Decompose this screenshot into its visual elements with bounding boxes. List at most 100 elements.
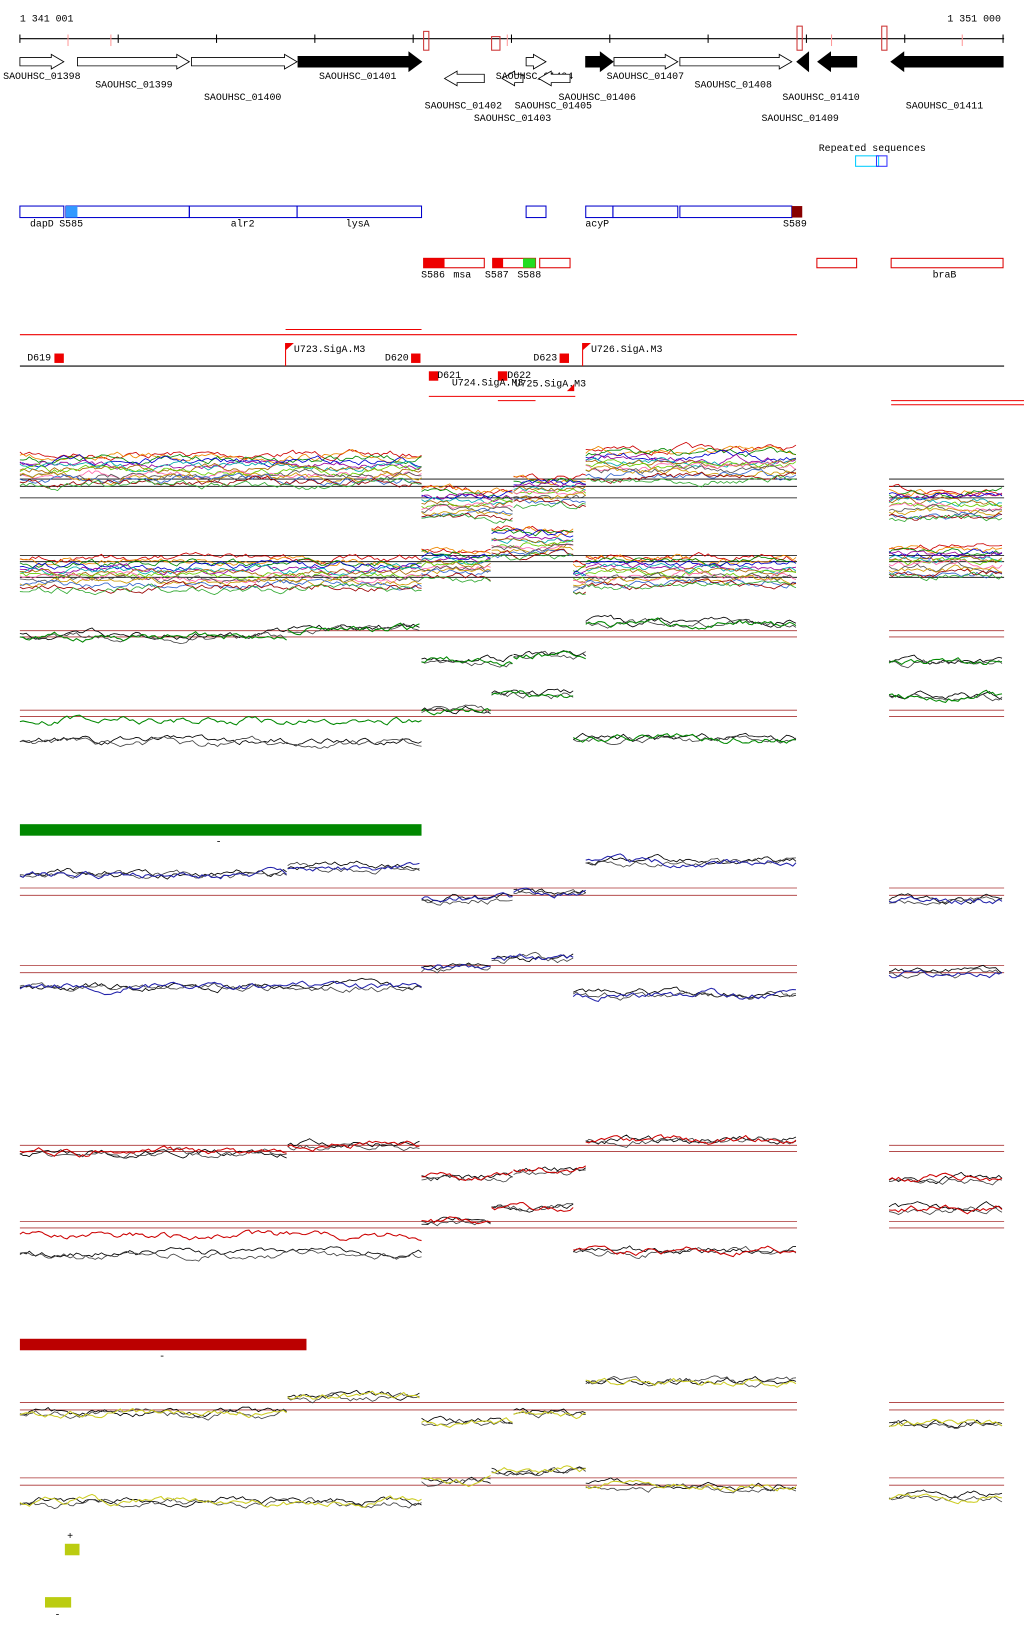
red-feature-label: msa (453, 270, 471, 281)
signal-line (19, 457, 1003, 507)
repeat-label: Repeated sequences (819, 143, 926, 154)
feature-label: acyP (585, 218, 609, 229)
feature-label: alr2 (231, 218, 255, 229)
gene-label: SAOUHSC_01405 (515, 100, 592, 111)
legend-label: + (67, 1531, 73, 1542)
strand-bar (19, 824, 422, 836)
promoter-box (559, 353, 570, 363)
signal-line (19, 453, 1003, 503)
ruler-box (796, 25, 803, 51)
signal-line (19, 857, 1003, 906)
signal-line (19, 951, 1003, 1001)
signal-line (19, 617, 1003, 669)
signal-line (19, 534, 1003, 577)
signal-line (19, 551, 1003, 596)
gene-arrow (525, 53, 547, 70)
signal-line (19, 1465, 1003, 1508)
gene-label: SAOUHSC_01411 (906, 100, 983, 111)
gene-arrow (77, 53, 191, 70)
red-feature-box (890, 257, 1004, 269)
red-feature-label: S587 (485, 270, 509, 281)
feature-box (612, 205, 679, 219)
gene-arrow (890, 51, 1004, 73)
signal-line (19, 474, 1003, 524)
promoter-flag (285, 343, 294, 351)
signal-line (19, 953, 1003, 1003)
signal-line (19, 689, 1003, 744)
signal-line (19, 441, 1003, 497)
red-feature-label: S588 (517, 270, 541, 281)
red-feature-label: braB (933, 270, 957, 281)
signal-line (19, 527, 1003, 573)
signal-line (19, 543, 1003, 590)
promoter-label: D620 (385, 352, 409, 363)
signal-line (19, 1201, 1003, 1258)
feature-box (188, 205, 298, 219)
gene-label: SAOUHSC_01398 (3, 71, 80, 82)
feature-box (525, 205, 547, 219)
legend-swatch (64, 1543, 80, 1556)
ruler-box (881, 25, 888, 51)
feature-box (585, 205, 614, 219)
signal-line (19, 461, 1003, 513)
gene-arrow (585, 51, 614, 73)
signal-line (19, 1136, 1003, 1186)
promoter-label: U725.SigA.M3 (515, 378, 586, 389)
feature-box (19, 205, 65, 219)
signal-line (19, 445, 1003, 497)
signal-line (19, 469, 1003, 520)
feature-label: S585 (59, 218, 83, 229)
signal-line (19, 853, 1003, 905)
signal-line (19, 1466, 1003, 1508)
promoter-label: D622 (507, 370, 531, 381)
signal-line (19, 953, 1003, 999)
signal-line (19, 465, 1003, 517)
signal-line (19, 548, 1003, 595)
feature-label: lysA (346, 218, 370, 229)
gene-label: SAOUHSC_01406 (559, 92, 636, 103)
promoter-label: U726.SigA.M3 (591, 344, 662, 355)
gene-arrow (537, 70, 571, 87)
signal-line (19, 1467, 1003, 1510)
gene-label: SAOUHSC_01408 (695, 79, 772, 90)
signal-line (19, 525, 1003, 566)
promoter-box (497, 371, 508, 381)
gene-arrow (443, 70, 485, 87)
feature-label: dapD (30, 218, 54, 229)
ruler-box (491, 36, 501, 51)
signal-line (19, 1377, 1003, 1428)
promoter-box (54, 353, 64, 363)
ruler-start: 1 341 001 (20, 13, 74, 24)
gene-label: SAOUHSC_01400 (204, 92, 281, 103)
feature-box (679, 205, 793, 219)
signal-line (19, 1134, 1003, 1185)
promoter-label: D623 (533, 352, 557, 363)
strand-label: - (159, 1351, 165, 1362)
feature-box (65, 205, 190, 219)
red-feature-label: S586 (421, 270, 445, 281)
gene-arrow (501, 70, 524, 87)
strand-label: - (216, 837, 222, 848)
signal-line (19, 459, 1003, 510)
red-feature-fill (522, 258, 536, 268)
signal-line (19, 1376, 1003, 1429)
signal-line (19, 537, 1003, 577)
feature-box (296, 205, 423, 219)
red-feature-box (539, 257, 571, 269)
promoter-label: U724.SigA.M3 (452, 377, 523, 388)
gene-label: SAOUHSC_01401 (319, 71, 396, 82)
signal-line (19, 1201, 1003, 1259)
ruler-box (423, 30, 430, 51)
gene-arrow (817, 51, 858, 73)
gene-label: SAOUHSC_01403 (474, 113, 551, 124)
signal-line (19, 471, 1003, 522)
gene-arrow (679, 53, 793, 70)
gene-label: SAOUHSC_01410 (782, 92, 859, 103)
signal-line (19, 540, 1003, 581)
red-feature-fill (423, 258, 445, 268)
feature-label: S589 (783, 218, 807, 229)
promoter-box (428, 371, 439, 381)
gene-label: SAOUHSC_01399 (95, 79, 172, 90)
signal-line (19, 1134, 1003, 1183)
gene-arrow (297, 51, 423, 73)
